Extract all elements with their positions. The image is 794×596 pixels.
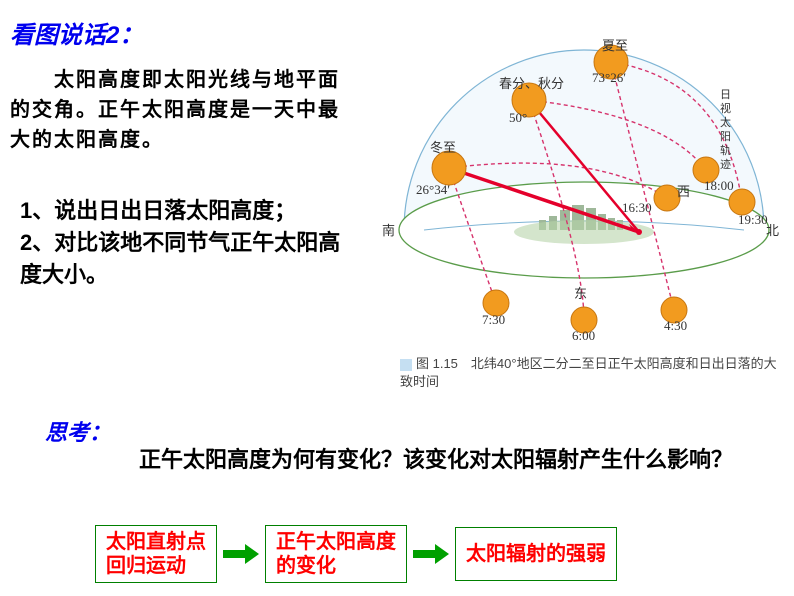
svg-text:50°: 50°: [509, 110, 527, 125]
flow-box-1-line2: 回归运动: [106, 554, 206, 578]
figure-caption: 图 1.15 北纬40°地区二分二至日正午太阳高度和日出日落的大致时间: [400, 355, 780, 391]
flow-box-2-line2: 的变化: [276, 554, 396, 578]
svg-text:冬至: 冬至: [430, 140, 456, 155]
svg-text:日: 日: [720, 89, 731, 101]
svg-text:迹: 迹: [720, 158, 731, 171]
caption-text: 图 1.15 北纬40°地区二分二至日正午太阳高度和日出日落的大致时间: [400, 356, 777, 389]
question-list: 1、说出日出日落太阳高度； 2、对比该地不同节气正午太阳高度大小。: [20, 195, 360, 291]
svg-text:4:30: 4:30: [664, 318, 687, 333]
svg-text:轨: 轨: [720, 143, 731, 157]
caption-square-icon: [400, 359, 412, 371]
flow-box-1: 太阳直射点 回归运动: [95, 525, 217, 583]
think-question: 正午太阳高度为何有变化？该变化对太阳辐射产生什么影响？: [95, 445, 735, 476]
svg-text:春分、秋分: 春分、秋分: [499, 76, 564, 91]
svg-text:19:30: 19:30: [738, 212, 768, 227]
svg-text:南: 南: [382, 223, 395, 238]
svg-text:太: 太: [720, 116, 731, 129]
svg-text:西: 西: [677, 184, 690, 199]
flow-box-1-line1: 太阳直射点: [106, 530, 206, 554]
sun-diagram: 夏至 73°26′ 春分、秋分 50° 冬至 26°34′ 南 北东 西 16:30 18:00 19…: [364, 20, 784, 380]
question-1: 1、说出日出日落太阳高度；: [20, 195, 360, 227]
svg-text:16:30: 16:30: [622, 200, 652, 215]
arrow-icon: [413, 544, 449, 564]
svg-text:73°26′: 73°26′: [592, 70, 626, 85]
flow-box-3: 太阳辐射的强弱: [455, 527, 617, 581]
svg-text:视: 视: [720, 101, 731, 115]
svg-text:7:30: 7:30: [482, 312, 505, 327]
svg-text:夏至: 夏至: [602, 38, 628, 53]
think-heading: 思考：: [45, 415, 111, 447]
question-2: 2、对比该地不同节气正午太阳高度大小。: [20, 227, 360, 291]
intro-paragraph: 太阳高度即太阳光线与地平面的交角。正午太阳高度是一天中最大的太阳高度。: [10, 65, 350, 155]
svg-text:北: 北: [766, 223, 779, 238]
section-title: 看图说话2：: [10, 15, 143, 50]
svg-text:18:00: 18:00: [704, 178, 734, 193]
flow-box-2: 正午太阳高度 的变化: [265, 525, 407, 583]
svg-text:东: 东: [574, 286, 587, 301]
svg-text:26°34′: 26°34′: [416, 182, 450, 197]
svg-text:阳: 阳: [720, 130, 731, 143]
flow-box-2-line1: 正午太阳高度: [276, 530, 396, 554]
svg-text:6:00: 6:00: [572, 328, 595, 343]
arrow-icon: [223, 544, 259, 564]
flow-chart: 太阳直射点 回归运动 正午太阳高度 的变化 太阳辐射的强弱: [95, 525, 617, 583]
